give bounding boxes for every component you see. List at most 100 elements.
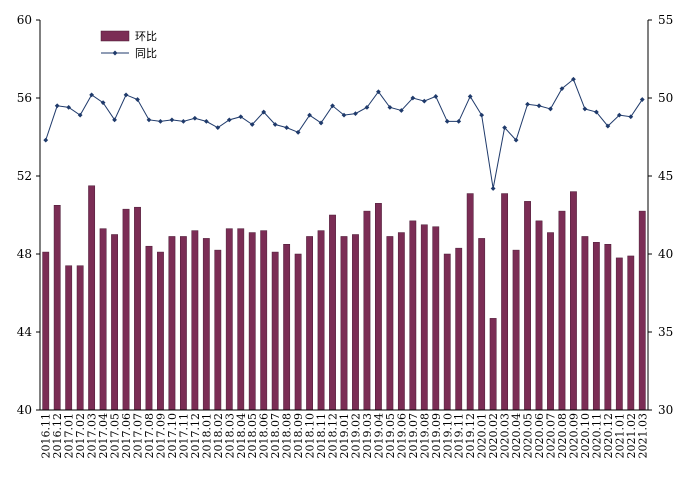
x-tick-label: 2018.05 [246, 413, 259, 459]
bar-2019.06 [397, 232, 405, 411]
bar-2021.02 [627, 255, 635, 411]
left-tick-label: 44 [17, 325, 33, 339]
line-series-tongbi [43, 76, 645, 191]
x-tick-label: 2016.12 [51, 413, 64, 459]
point-2018.10 [307, 112, 312, 118]
bar-2018.01 [202, 238, 210, 411]
bar-2019.08 [420, 224, 428, 411]
point-2021.03 [639, 97, 645, 102]
point-2018.03 [226, 117, 232, 123]
x-tick-label: 2018.06 [258, 413, 271, 459]
x-tick-label: 2019.09 [430, 413, 443, 459]
line-path-tongbi [45, 78, 643, 189]
point-2020.08 [559, 86, 565, 92]
bar-series-huanbi [42, 185, 646, 411]
x-tick-label: 2017.01 [63, 413, 76, 459]
legend-marker-tongbi [112, 50, 118, 56]
bar-2018.05 [248, 232, 256, 411]
axes: 4044485256603035404550552016.112016.1220… [17, 13, 674, 459]
legend-swatch-huanbi [100, 30, 130, 42]
x-tick-label: 2020.03 [499, 413, 512, 459]
x-tick-label: 2021.03 [636, 413, 649, 459]
x-tick-label: 2020.06 [533, 413, 546, 459]
point-2018.08 [284, 125, 290, 131]
bar-2019.10 [443, 253, 451, 411]
legend-label-huanbi: 环比 [135, 30, 157, 43]
point-2017.07 [135, 97, 140, 102]
point-2017.04 [100, 100, 106, 106]
point-2018.07 [272, 122, 278, 127]
x-tick-label: 2018.09 [292, 413, 305, 459]
point-2018.01 [203, 119, 209, 124]
point-2017.08 [146, 117, 152, 123]
x-tick-label: 2021.02 [625, 413, 638, 459]
bar-2017.10 [168, 236, 176, 411]
point-2019.06 [398, 108, 404, 113]
x-tick-label: 2020.12 [602, 413, 615, 459]
point-2019.01 [341, 112, 347, 118]
x-tick-label: 2017.03 [86, 413, 99, 459]
x-tick-label: 2020.01 [476, 413, 489, 459]
bar-2020.10 [581, 236, 589, 411]
x-tick-label: 2017.10 [166, 413, 179, 459]
bar-2021.03 [638, 210, 646, 411]
point-2018.05 [249, 122, 255, 127]
bar-2019.11 [455, 247, 463, 411]
right-tick-label: 30 [658, 403, 673, 417]
bar-2018.08 [283, 244, 291, 411]
x-tick-label: 2017.12 [189, 413, 202, 459]
bar-2020.11 [592, 242, 600, 411]
x-tick-label: 2020.09 [567, 413, 580, 459]
x-tick-label: 2018.02 [212, 413, 225, 459]
point-2020.03 [502, 125, 508, 131]
right-tick-label: 45 [658, 169, 673, 183]
point-2017.03 [89, 92, 95, 98]
x-tick-label: 2020.08 [556, 413, 569, 459]
x-tick-label: 2018.11 [315, 413, 328, 459]
x-tick-label: 2019.04 [372, 413, 385, 459]
point-2020.09 [571, 76, 576, 82]
point-2018.02 [215, 125, 221, 131]
point-2020.05 [525, 101, 530, 107]
point-2019.08 [421, 98, 427, 104]
bar-2017.07 [134, 206, 141, 411]
x-tick-label: 2018.12 [327, 413, 340, 459]
point-2017.05 [112, 117, 117, 123]
bar-2018.11 [317, 230, 325, 411]
point-2017.11 [180, 119, 186, 124]
point-2020.01 [479, 112, 485, 118]
point-2021.01 [616, 112, 622, 118]
point-2020.04 [513, 137, 519, 143]
point-2019.04 [376, 89, 381, 95]
point-2018.11 [318, 120, 324, 126]
left-tick-label: 40 [17, 403, 32, 417]
point-2021.02 [628, 114, 634, 120]
point-2017.06 [123, 92, 129, 98]
point-2017.01 [66, 104, 72, 110]
bar-2017.04 [99, 228, 107, 411]
bar-2020.01 [478, 238, 486, 411]
x-tick-label: 2020.11 [590, 413, 603, 459]
left-tick-label: 56 [17, 91, 32, 105]
right-tick-label: 40 [658, 247, 673, 261]
point-2020.02 [490, 186, 496, 191]
left-tick-label: 60 [17, 13, 32, 27]
x-tick-label: 2019.08 [418, 413, 431, 459]
bar-2018.03 [225, 228, 233, 411]
x-tick-label: 2017.06 [120, 413, 133, 459]
x-tick-label: 2019.10 [441, 413, 454, 459]
point-2019.02 [353, 111, 358, 116]
bar-2019.01 [340, 236, 348, 411]
bar-2019.07 [409, 220, 417, 411]
point-2020.07 [548, 106, 553, 112]
bar-2017.06 [122, 208, 130, 411]
left-tick-label: 52 [17, 169, 32, 183]
x-tick-label: 2020.07 [544, 413, 557, 459]
bar-2018.12 [329, 214, 336, 411]
bar-2018.09 [294, 253, 302, 411]
bar-2019.02 [352, 234, 359, 411]
x-tick-label: 2020.10 [579, 413, 592, 459]
bar-2019.05 [386, 236, 394, 411]
x-tick-label: 2019.01 [338, 413, 351, 459]
